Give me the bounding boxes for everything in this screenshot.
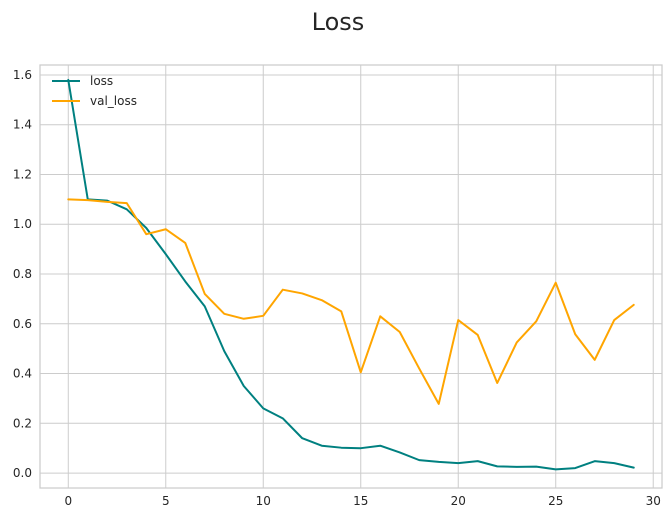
x-tick-label: 5 (162, 494, 170, 508)
y-tick-label: 1.2 (13, 167, 32, 181)
chart-title: Loss (312, 8, 365, 36)
series-line-val-loss (67, 198, 635, 405)
legend: loss val_loss (52, 74, 137, 108)
y-tick-label: 0.2 (13, 416, 32, 430)
x-tick-label: 20 (451, 494, 466, 508)
series-lines (67, 78, 635, 471)
x-tick-label: 30 (646, 494, 661, 508)
plot-frame (39, 64, 663, 489)
x-tick-label: 15 (353, 494, 368, 508)
grid-lines (40, 65, 662, 488)
y-tick-label: 0.0 (13, 466, 32, 480)
y-tick-label: 1.0 (13, 217, 32, 231)
y-tick-label: 1.4 (13, 118, 32, 132)
axis-ticks: 0 5 10 15 20 25 30 0.0 0.2 0.4 0.6 0.8 1.0 1.2 1.4 1.6 (13, 68, 661, 508)
legend-label-val-loss: val_loss (90, 94, 137, 108)
y-tick-label: 0.4 (13, 367, 32, 381)
y-tick-label: 0.6 (13, 317, 32, 331)
y-tick-label: 0.8 (13, 267, 32, 281)
series-line-loss (67, 78, 635, 471)
y-tick-label: 1.6 (13, 68, 32, 82)
x-tick-label: 10 (256, 494, 271, 508)
legend-label-loss: loss (90, 74, 113, 88)
x-tick-label: 0 (64, 494, 72, 508)
x-tick-label: 25 (548, 494, 563, 508)
